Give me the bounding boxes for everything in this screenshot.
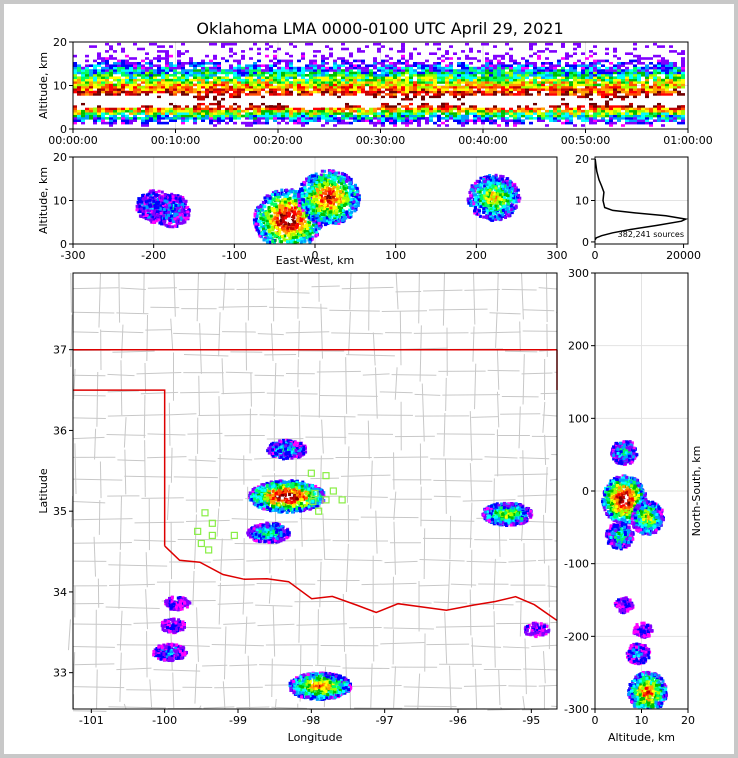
station-marker <box>208 531 216 540</box>
y-tick-label: 20 <box>575 153 589 166</box>
x-tick-label: 0 <box>312 249 319 262</box>
ans-heatmap <box>601 440 668 709</box>
ans-x-ticks: 0 10 20 <box>592 709 695 727</box>
pv-frame <box>72 272 558 710</box>
x-tick-label: -98 <box>302 714 320 727</box>
y-tick-label: -300 <box>564 703 589 716</box>
x-tick-label: 10 <box>635 714 649 727</box>
x-tick-label: -101 <box>79 714 104 727</box>
y-tick-label: 20 <box>53 36 67 49</box>
station-marker <box>307 469 315 477</box>
pv-x-axis-label: Longitude <box>288 731 343 744</box>
lma-stations <box>194 469 346 554</box>
y-tick-label: 0 <box>60 238 67 251</box>
y-tick-label: 36 <box>53 424 67 437</box>
th-x-ticks: 00:00:00 00:10:00 00:20:00 00:30:00 00:40:00… <box>48 129 713 147</box>
red-river-border <box>164 545 558 621</box>
pv-y-ticks: 33 34 35 36 37 <box>53 344 73 680</box>
x-tick-label: 00:00:00 <box>48 134 97 147</box>
y-tick-label: 35 <box>53 505 67 518</box>
x-tick-label: -100 <box>222 249 247 262</box>
x-tick-label: -99 <box>229 714 247 727</box>
y-tick-label: 10 <box>53 80 67 93</box>
y-tick-label: 10 <box>53 195 67 208</box>
th-heatmap <box>73 42 685 127</box>
station-marker <box>309 497 317 506</box>
pv-x-ticks: -101 -100 -99 -98 -97 -96 -95 <box>79 709 540 727</box>
station-marker <box>194 527 202 535</box>
ew-x-ticks: -300 -200 -100 0 100 200 300 <box>61 244 568 262</box>
pv-y-axis-label: Latitude <box>37 468 50 514</box>
x-tick-label: -100 <box>152 714 177 727</box>
th-y-ticks: 0 10 20 <box>53 36 73 136</box>
hist-line <box>594 159 689 241</box>
station-marker <box>338 496 346 504</box>
x-tick-label: -200 <box>141 249 166 262</box>
x-tick-label: 20 <box>681 714 695 727</box>
station-marker <box>315 507 323 515</box>
x-tick-label: 100 <box>385 249 406 262</box>
ans-x-axis-label: Altitude, km <box>608 731 675 744</box>
station-marker <box>230 531 238 540</box>
station-marker <box>208 519 216 527</box>
y-tick-label: 34 <box>53 586 67 599</box>
x-tick-label: 0 <box>592 249 599 262</box>
ew-heatmap <box>135 169 522 244</box>
y-tick-label: 0 <box>582 236 589 249</box>
ew-y-axis-label: Altitude, km <box>37 167 50 234</box>
x-tick-label: 01:00:00 <box>663 134 712 147</box>
station-marker <box>329 487 337 495</box>
y-tick-label: -100 <box>564 558 589 571</box>
hist-sources-annotation: 382,241 sources <box>618 230 684 239</box>
state-border-panhandle <box>73 389 166 546</box>
y-tick-label: 10 <box>575 195 589 208</box>
station-marker <box>205 546 213 554</box>
hist-y-ticks: 0 10 20 <box>575 153 595 249</box>
ans-y-axis-label: North-South, km <box>690 446 703 537</box>
th-y-axis-label: Altitude, km <box>37 52 50 119</box>
y-tick-label: 200 <box>568 340 589 353</box>
ans-y-ticks: -300 -200 -100 0 100 200 300 <box>564 267 595 716</box>
station-marker <box>322 472 330 480</box>
y-tick-label: -200 <box>564 630 589 643</box>
county-map <box>67 272 558 712</box>
ew-y-ticks: 0 10 20 <box>53 151 73 251</box>
ew-x-axis-label: East-West, km <box>276 254 354 267</box>
y-tick-label: 37 <box>53 344 67 357</box>
y-tick-label: 33 <box>53 667 67 680</box>
x-tick-label: 00:30:00 <box>356 134 405 147</box>
station-marker <box>197 539 205 548</box>
y-tick-label: 100 <box>568 412 589 425</box>
x-tick-label: -300 <box>61 249 86 262</box>
x-tick-label: 300 <box>547 249 568 262</box>
y-tick-label: 20 <box>53 151 67 164</box>
x-tick-label: -95 <box>522 714 540 727</box>
station-marker <box>311 489 319 498</box>
x-tick-label: 200 <box>466 249 487 262</box>
x-tick-label: 20000 <box>666 249 701 262</box>
x-tick-label: 00:10:00 <box>151 134 200 147</box>
y-tick-label: 300 <box>568 267 589 280</box>
station-marker <box>201 509 209 517</box>
hist-x-ticks: 0 20000 <box>592 244 701 262</box>
y-tick-label: 0 <box>60 123 67 136</box>
x-tick-label: 00:50:00 <box>561 134 610 147</box>
plan-heatmap <box>152 438 551 701</box>
panels: 00:00:00 00:10:00 00:20:00 00:30:00 00:40:00… <box>37 36 713 744</box>
x-tick-label: -96 <box>449 714 467 727</box>
figure-title: Oklahoma LMA 0000-0100 UTC April 29, 202… <box>196 19 563 38</box>
x-tick-label: 00:40:00 <box>458 134 507 147</box>
y-tick-label: 0 <box>582 485 589 498</box>
x-tick-label: 00:20:00 <box>253 134 302 147</box>
x-tick-label: 0 <box>592 714 599 727</box>
station-marker <box>322 496 330 504</box>
x-tick-label: -97 <box>376 714 394 727</box>
